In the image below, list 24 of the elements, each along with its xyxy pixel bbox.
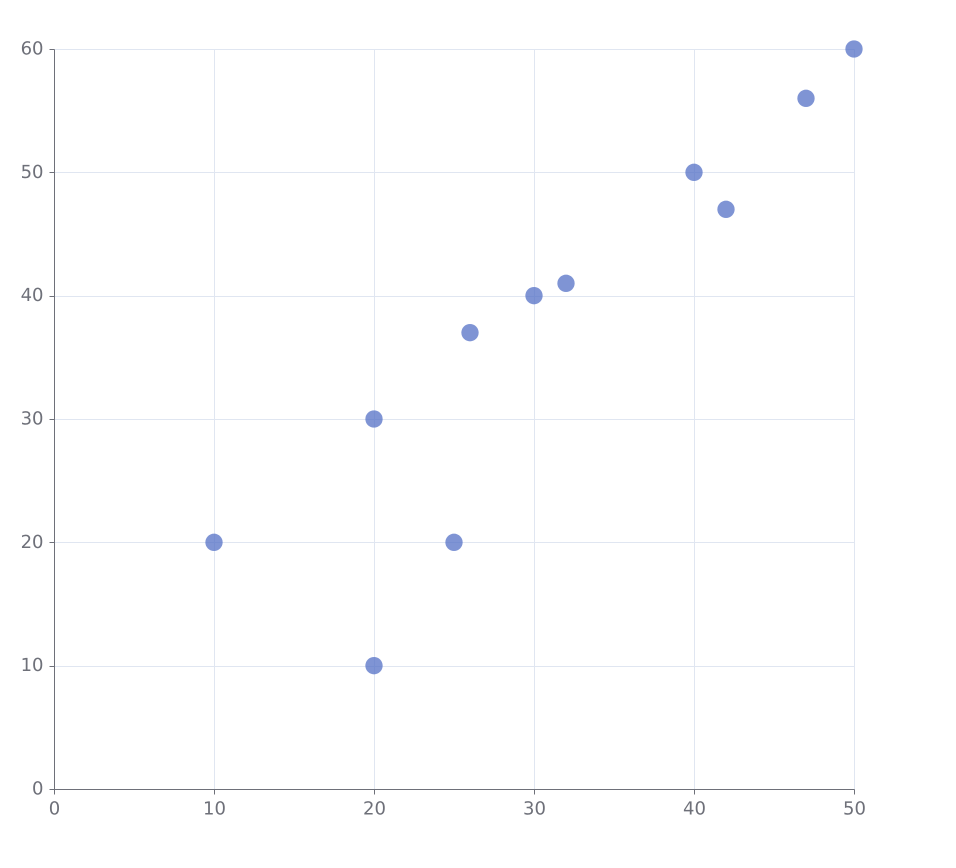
y-tick-label: 60 [20,38,44,60]
y-tick-label: 10 [20,655,44,676]
point [445,534,463,551]
y-tick-label: 50 [20,162,44,183]
point [797,90,815,107]
point [845,40,863,58]
point [525,287,543,304]
y-tick-label: 20 [20,532,44,553]
x-tick-label: 40 [683,798,706,820]
x-tick-label: 30 [523,798,546,820]
point [461,324,479,342]
x-tick-label: 10 [203,798,226,820]
point [557,274,575,292]
x-tick-label: 50 [843,798,866,820]
x-tick-label: 20 [363,798,386,820]
point [365,410,383,428]
point [685,164,703,181]
y-tick-label: 30 [20,408,44,430]
y-tick-label: 0 [32,778,44,800]
x-tick-label: 0 [48,798,60,820]
y-tick-label: 40 [20,285,44,306]
point [717,200,735,218]
point [365,657,383,674]
point [205,534,223,551]
